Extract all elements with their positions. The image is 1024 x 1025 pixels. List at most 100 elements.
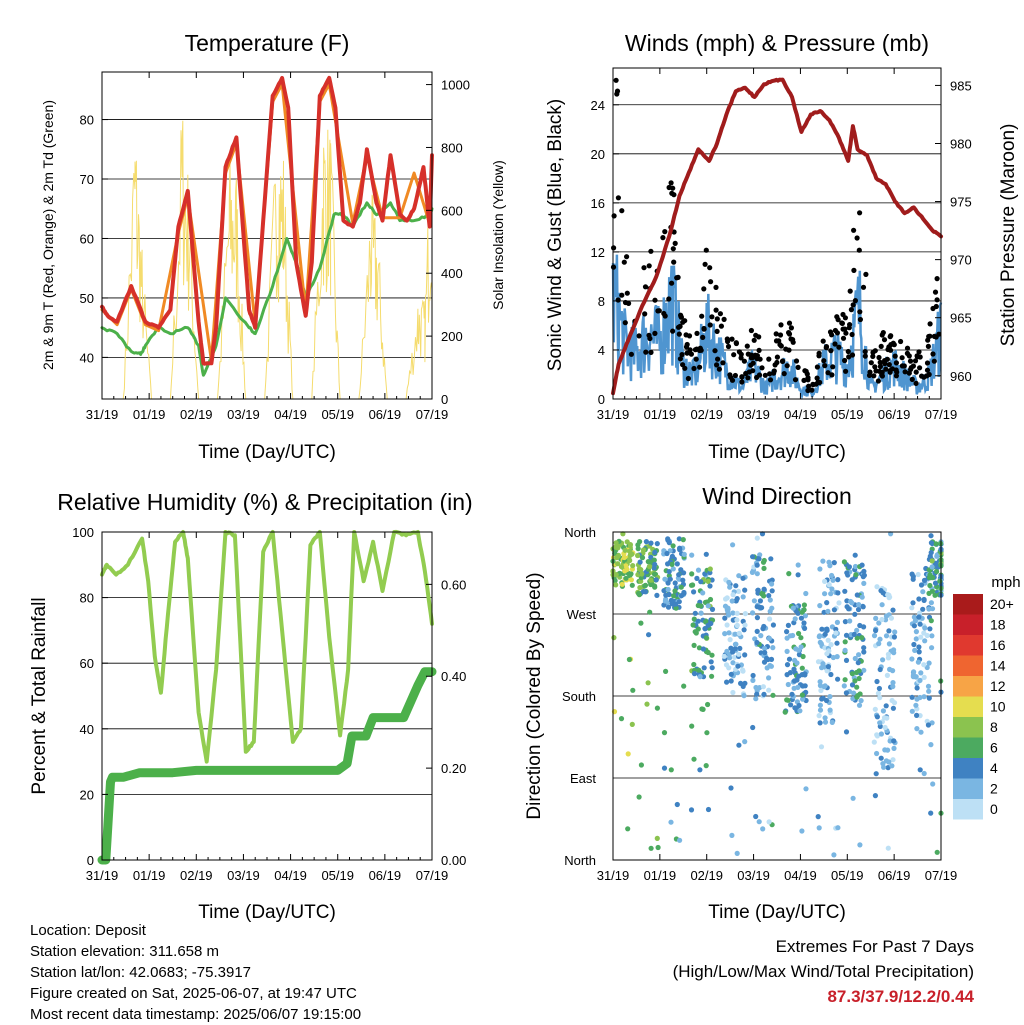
- gust-point: [671, 259, 677, 265]
- gust-point: [893, 373, 900, 379]
- direction-tick-label: North: [564, 525, 596, 540]
- direction-point: [926, 660, 932, 666]
- direction-point: [913, 702, 919, 708]
- direction-point: [927, 626, 933, 632]
- x-tick-label: 01/19: [644, 868, 677, 883]
- gust-point: [679, 352, 685, 358]
- direction-point: [822, 715, 828, 721]
- speed-legend-label: 8: [990, 719, 998, 735]
- direction-point: [734, 622, 740, 629]
- x-tick-label: 31/19: [597, 868, 630, 883]
- direction-point: [754, 639, 760, 646]
- direction-point: [929, 558, 935, 564]
- direction-point: [926, 590, 932, 597]
- direction-point: [889, 763, 895, 769]
- direction-point: [741, 693, 747, 699]
- gust-point: [886, 362, 892, 368]
- direction-point: [769, 581, 775, 587]
- gust-point: [924, 367, 931, 373]
- gust-point: [648, 248, 654, 254]
- direction-point: [873, 627, 879, 634]
- direction-point: [925, 722, 932, 728]
- gust-point: [887, 368, 893, 374]
- gust-point: [622, 299, 629, 306]
- direction-point: [735, 663, 741, 669]
- gust-point: [708, 279, 714, 285]
- gust-point: [803, 368, 809, 374]
- direction-point: [824, 626, 830, 632]
- direction-point: [826, 648, 832, 654]
- direction-point: [742, 587, 748, 593]
- speed-legend-label: 20+: [990, 596, 1014, 612]
- direction-point: [842, 639, 848, 645]
- direction-point: [741, 627, 747, 633]
- y2-tick-label: 965: [950, 311, 972, 326]
- direction-point: [859, 635, 865, 641]
- direction-point: [817, 707, 824, 713]
- direction-point: [697, 674, 703, 680]
- direction-point: [886, 595, 892, 601]
- direction-point: [802, 683, 808, 689]
- direction-point: [801, 620, 807, 626]
- gust-point: [694, 330, 700, 336]
- gust-point: [828, 348, 834, 354]
- gust-point: [762, 372, 768, 378]
- direction-point: [861, 667, 867, 673]
- direction-point: [859, 562, 865, 568]
- y-tick-label: 100: [72, 525, 94, 540]
- direction-point: [788, 702, 794, 708]
- direction-tick-label: West: [567, 607, 597, 622]
- gust-point: [810, 382, 816, 388]
- direction-point: [914, 685, 920, 691]
- gust-point: [852, 298, 859, 304]
- direction-point: [730, 660, 736, 666]
- direction-point: [890, 705, 897, 711]
- direction-point: [786, 571, 792, 577]
- direction-point: [727, 584, 733, 590]
- direction-point: [798, 635, 804, 641]
- direction-point: [729, 598, 735, 604]
- gust-point: [879, 372, 885, 378]
- direction-point: [842, 647, 848, 654]
- gust-point: [707, 265, 713, 271]
- direction-point: [708, 659, 714, 665]
- direction-point: [861, 624, 867, 630]
- direction-point: [861, 649, 867, 655]
- direction-point: [754, 562, 760, 568]
- direction-point: [803, 786, 809, 792]
- gust-point: [682, 365, 688, 371]
- gust-point: [901, 363, 907, 369]
- direction-point: [724, 622, 730, 628]
- gust-point: [845, 348, 851, 355]
- direction-point: [726, 579, 732, 586]
- direction-point: [857, 842, 863, 848]
- direction-point: [854, 694, 860, 700]
- y2-tick-label: 975: [950, 195, 972, 210]
- direction-point: [796, 630, 802, 637]
- y-tick-label: 40: [80, 722, 94, 737]
- gust-point: [622, 320, 628, 326]
- direction-point: [760, 826, 766, 832]
- direction-point: [613, 544, 619, 550]
- direction-point: [766, 675, 772, 681]
- direction-point: [816, 825, 822, 831]
- gust-point: [868, 360, 874, 366]
- gust-point: [820, 338, 826, 344]
- direction-ylabel-left: Direction (Colored By Speed): [524, 572, 545, 819]
- gust-point: [816, 350, 822, 356]
- gust-point: [621, 259, 627, 265]
- direction-point: [833, 630, 839, 636]
- x-tick-label: 04/19: [784, 407, 817, 422]
- direction-point: [835, 825, 841, 831]
- direction-point: [928, 742, 934, 748]
- direction-point: [871, 739, 877, 745]
- gust-point: [860, 284, 867, 290]
- gust-point: [642, 284, 649, 290]
- direction-point: [787, 670, 794, 676]
- y-tick-label: 0: [598, 392, 605, 407]
- gust-point: [913, 369, 919, 375]
- direction-point: [920, 589, 926, 595]
- direction-point: [662, 598, 669, 604]
- direction-point: [666, 569, 672, 575]
- winds-ylabel-right: Station Pressure (Maroon): [998, 124, 1019, 347]
